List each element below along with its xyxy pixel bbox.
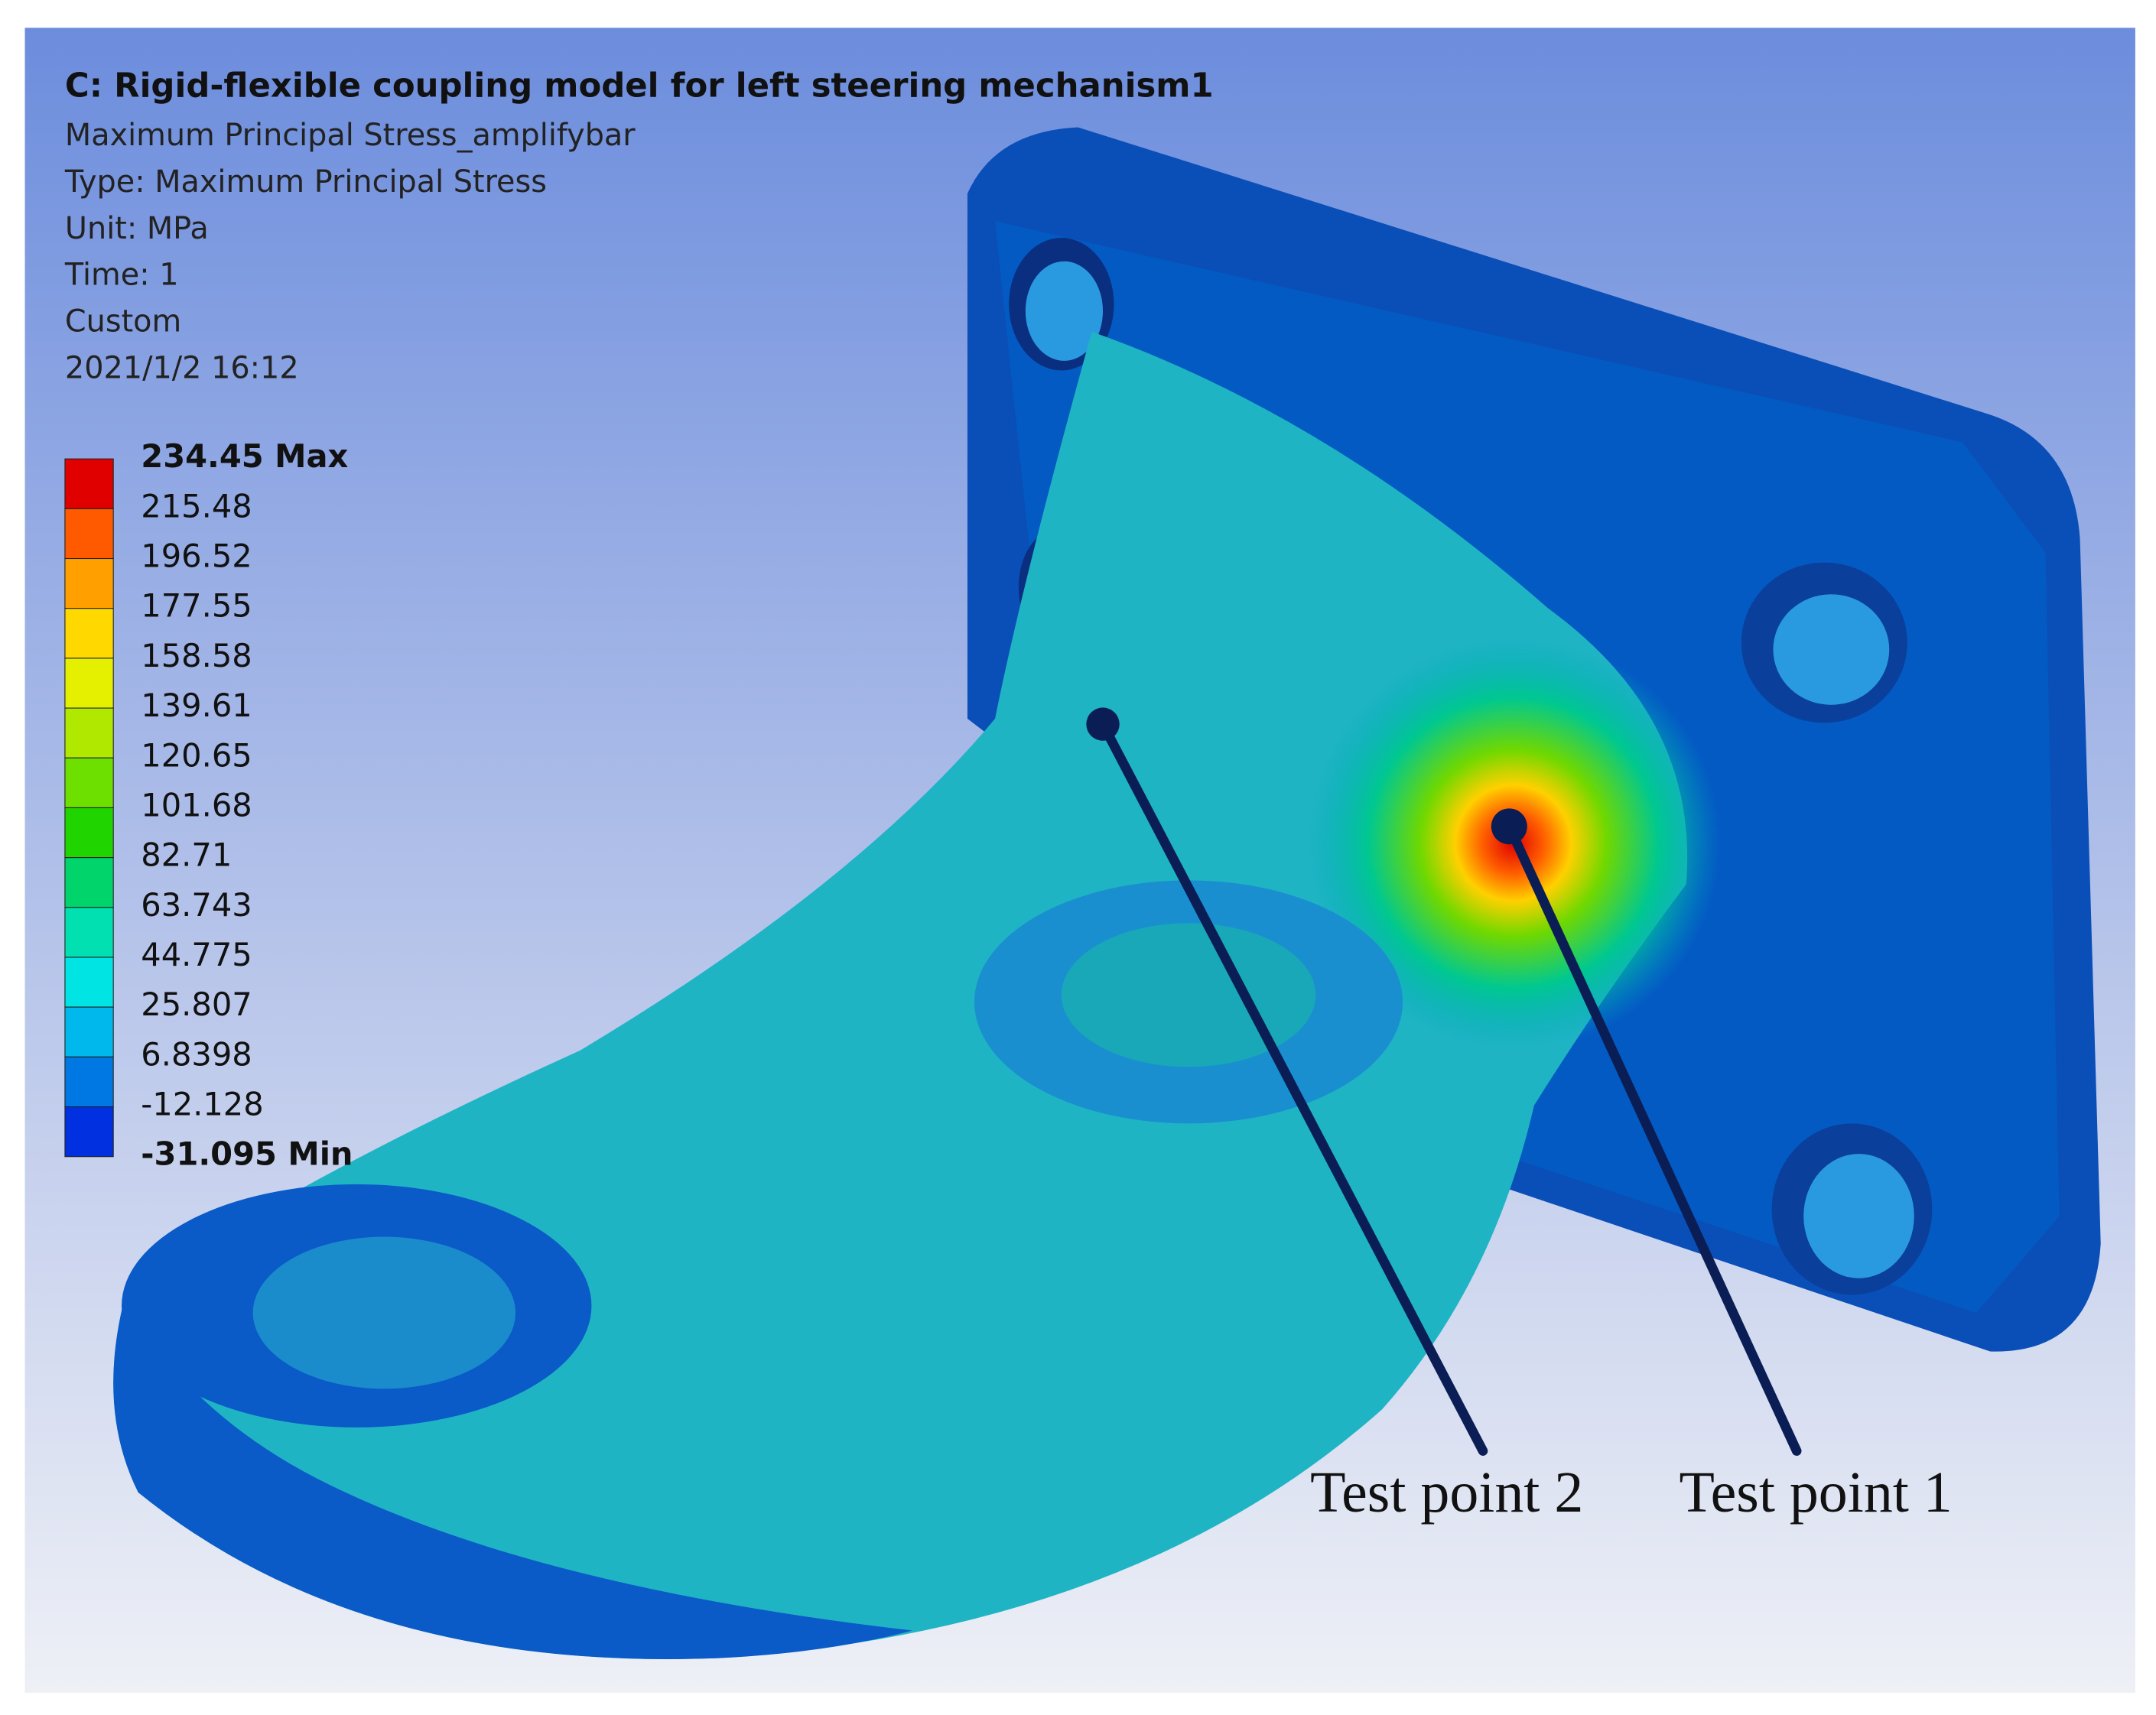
header-line: Time: 1	[64, 258, 179, 293]
legend-label: 63.743	[141, 886, 252, 924]
legend: 234.45 Max 215.48 196.52 177.55 158.58 139.61…	[64, 437, 353, 1173]
header-line: Unit: MPa	[65, 211, 209, 246]
annotation: Test point 1	[1680, 1460, 1953, 1525]
legend-label: 215.48	[141, 487, 252, 525]
legend-swatch	[64, 757, 114, 808]
legend-swatch	[64, 458, 114, 509]
legend-label: 25.807	[141, 986, 252, 1023]
legend-label: 120.65	[141, 736, 252, 774]
legend-swatch	[64, 857, 114, 908]
legend-label: 234.45 Max	[141, 437, 348, 475]
test-point-1-leader	[1491, 808, 1802, 1456]
legend-label: 158.58	[141, 637, 252, 674]
legend-label: -31.095 Min	[141, 1135, 353, 1173]
legend-swatch	[64, 957, 114, 1008]
legend-swatch	[64, 557, 114, 609]
header-line: Maximum Principal Stress_amplifybar	[65, 118, 636, 153]
legend-swatch	[64, 1006, 114, 1057]
legend-label: 196.52	[141, 538, 252, 575]
annotation: Test point 2	[1310, 1460, 1583, 1525]
legend-label: 6.8398	[141, 1035, 252, 1073]
title: C: Rigid-flexible coupling model for lef…	[65, 67, 1214, 106]
legend-label: 139.61	[141, 687, 252, 724]
legend-swatch	[64, 658, 114, 709]
header-lines: Maximum Principal Stress_amplifybar Type:…	[64, 118, 636, 385]
legend-swatch	[64, 807, 114, 859]
legend-label: 177.55	[141, 587, 252, 625]
legend-label: 44.775	[141, 936, 252, 973]
legend-swatch	[64, 707, 114, 758]
header-line: Type: Maximum Principal Stress	[64, 164, 547, 200]
legend-label: 101.68	[141, 786, 252, 823]
legend-swatch	[64, 508, 114, 560]
legend-swatch	[64, 1106, 114, 1158]
legend-label: 82.71	[141, 836, 232, 874]
test-point-2-leader	[1086, 707, 1488, 1456]
header-line: 2021/1/2 16:12	[65, 350, 299, 385]
legend-swatch	[64, 608, 114, 659]
header-line: Custom	[65, 304, 181, 339]
model	[113, 127, 2101, 1659]
legend-swatch	[64, 1056, 114, 1108]
legend-swatch	[64, 907, 114, 958]
legend-label: -12.128	[141, 1086, 263, 1123]
